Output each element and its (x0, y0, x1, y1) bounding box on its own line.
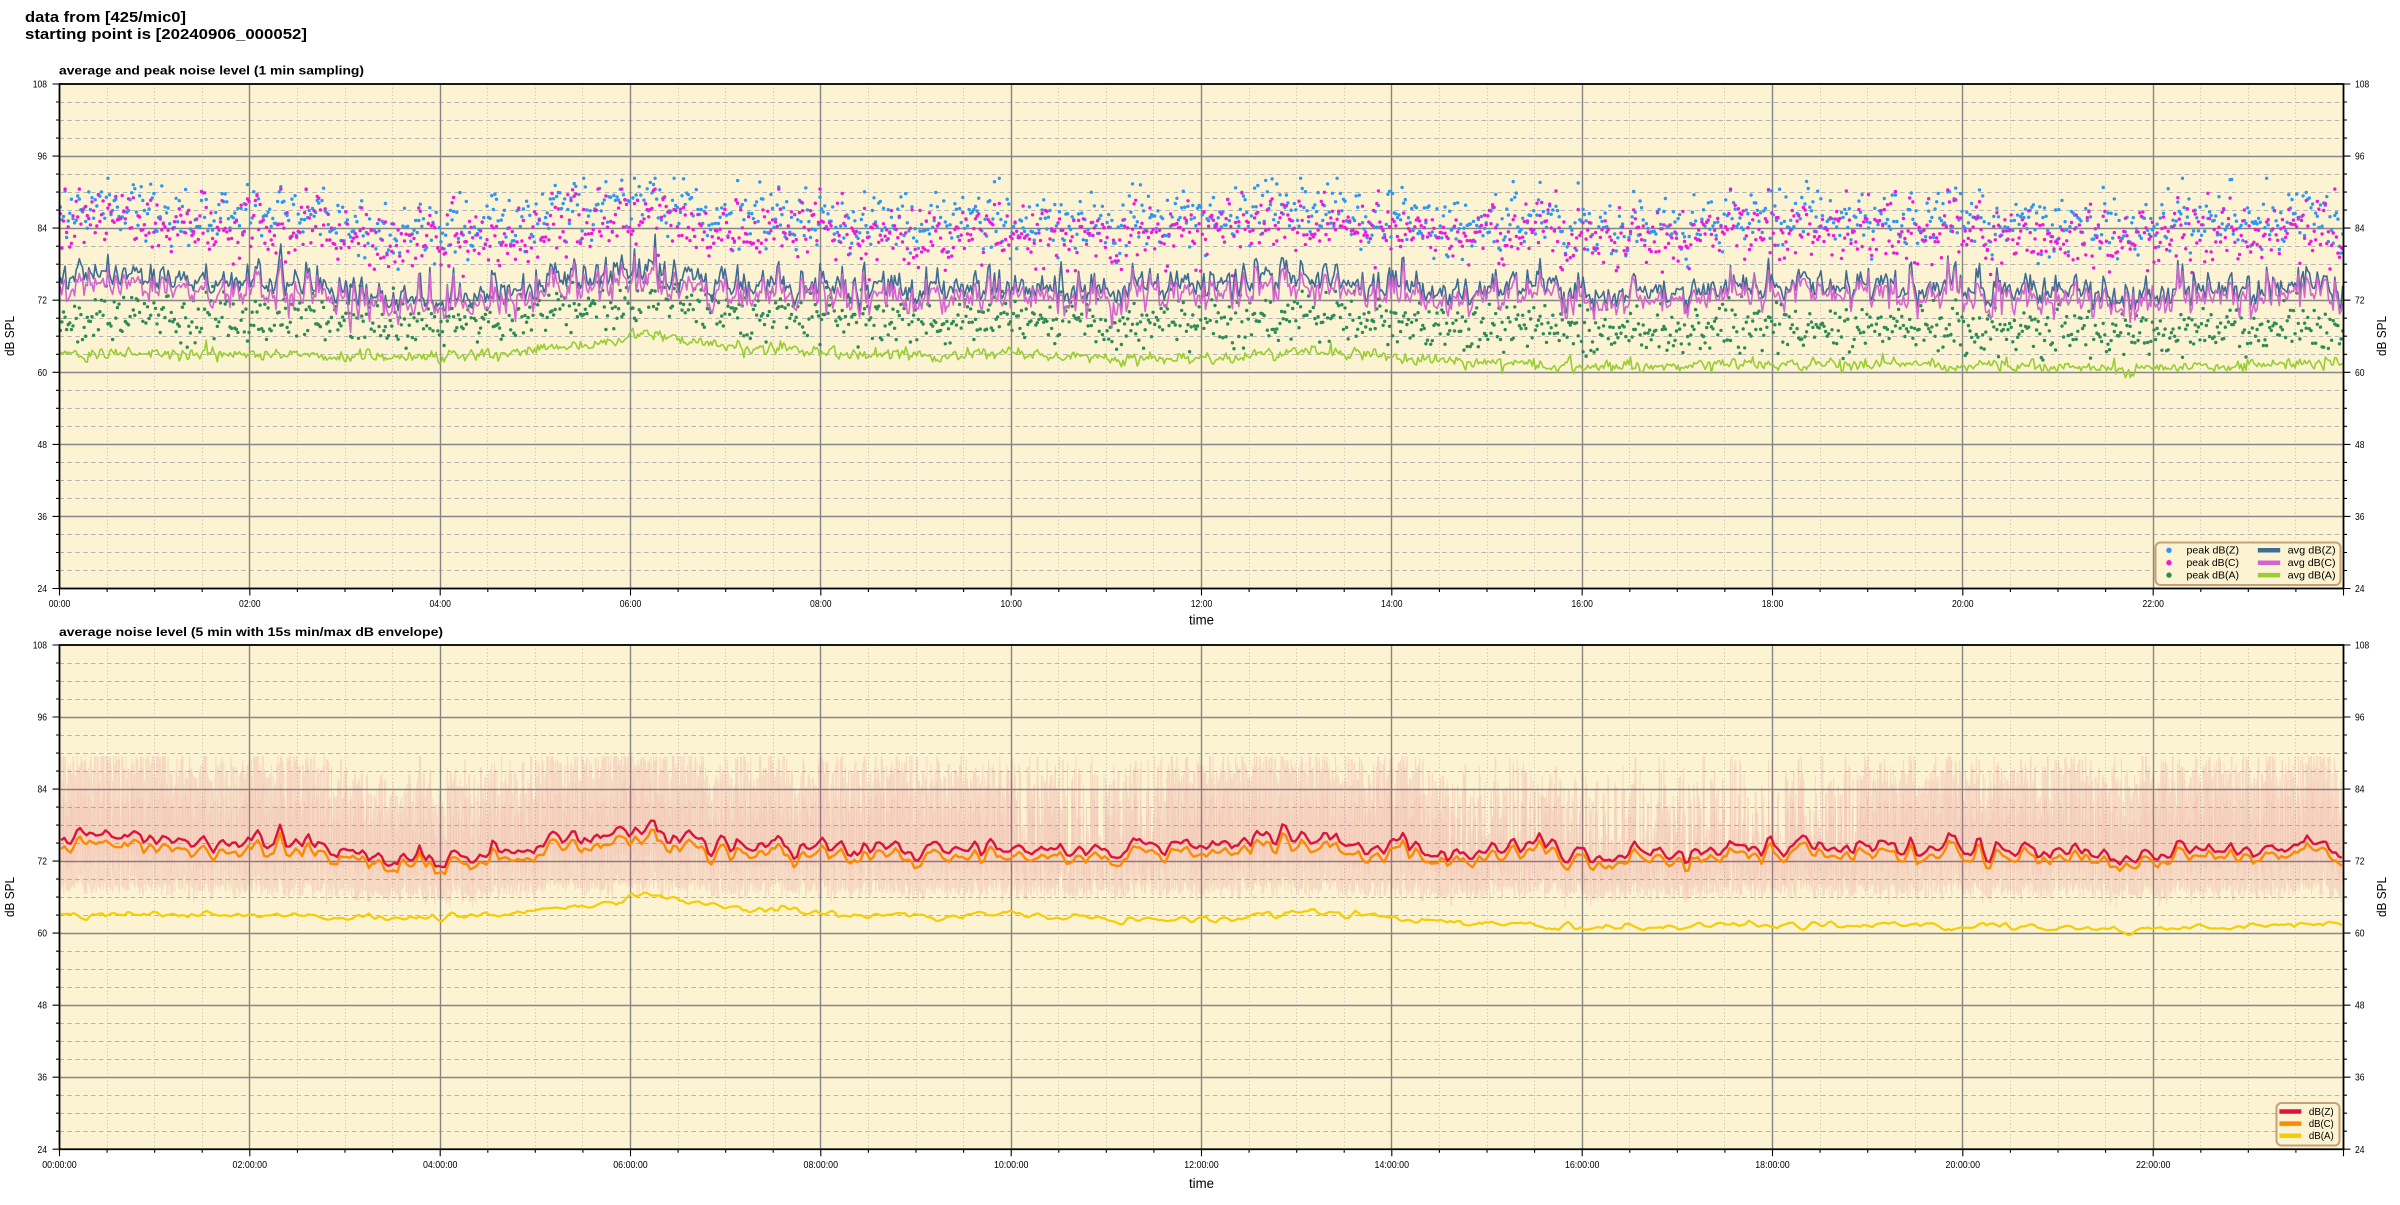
svg-text:60: 60 (38, 368, 48, 379)
svg-text:data from [425/mic0]: data from [425/mic0] (25, 9, 186, 26)
svg-text:48: 48 (2355, 440, 2365, 451)
svg-text:avg dB(Z): avg dB(Z) (2288, 545, 2336, 557)
svg-text:10:00: 10:00 (1000, 599, 1022, 610)
svg-text:24: 24 (38, 1145, 48, 1156)
svg-text:18:00:00: 18:00:00 (1755, 1160, 1790, 1171)
svg-text:22:00:00: 22:00:00 (2136, 1160, 2171, 1171)
svg-text:18:00: 18:00 (1762, 599, 1784, 610)
svg-text:02:00: 02:00 (239, 599, 261, 610)
svg-text:peak dB(Z): peak dB(Z) (2187, 545, 2240, 557)
svg-text:dB(C): dB(C) (2309, 1118, 2334, 1130)
svg-text:72: 72 (38, 857, 48, 868)
svg-text:02:00:00: 02:00:00 (233, 1160, 268, 1171)
svg-text:10:00:00: 10:00:00 (994, 1160, 1029, 1171)
svg-text:108: 108 (2355, 80, 2370, 91)
svg-text:avg dB(A): avg dB(A) (2288, 570, 2336, 582)
svg-text:36: 36 (38, 1073, 48, 1084)
svg-text:24: 24 (38, 584, 48, 595)
svg-text:96: 96 (38, 713, 48, 724)
svg-text:peak dB(C): peak dB(C) (2187, 557, 2240, 569)
svg-text:08:00: 08:00 (810, 599, 832, 610)
svg-text:16:00: 16:00 (1571, 599, 1593, 610)
svg-text:16:00:00: 16:00:00 (1565, 1160, 1600, 1171)
svg-text:04:00:00: 04:00:00 (423, 1160, 458, 1171)
svg-text:12:00:00: 12:00:00 (1184, 1160, 1219, 1171)
svg-text:60: 60 (2355, 929, 2365, 940)
svg-text:48: 48 (38, 1001, 48, 1012)
svg-text:20:00: 20:00 (1952, 599, 1974, 610)
svg-text:time: time (1189, 613, 1214, 628)
svg-text:00:00:00: 00:00:00 (42, 1160, 77, 1171)
svg-text:06:00:00: 06:00:00 (613, 1160, 648, 1171)
svg-text:08:00:00: 08:00:00 (804, 1160, 839, 1171)
svg-text:96: 96 (2355, 713, 2365, 724)
svg-text:dB SPL: dB SPL (2375, 316, 2389, 356)
svg-text:dB(A): dB(A) (2309, 1130, 2334, 1142)
svg-text:84: 84 (38, 785, 48, 796)
svg-text:24: 24 (2355, 1145, 2365, 1156)
svg-text:60: 60 (38, 929, 48, 940)
svg-text:96: 96 (2355, 152, 2365, 163)
svg-text:96: 96 (38, 152, 48, 163)
svg-text:starting point is [20240906_00: starting point is [20240906_000052] (25, 26, 307, 43)
svg-text:72: 72 (2355, 296, 2365, 307)
svg-text:dB SPL: dB SPL (2375, 877, 2389, 917)
svg-text:peak dB(A): peak dB(A) (2187, 570, 2240, 582)
svg-text:36: 36 (2355, 1073, 2365, 1084)
svg-text:avg dB(C): avg dB(C) (2288, 557, 2336, 569)
svg-text:average and peak noise level (: average and peak noise level (1 min samp… (59, 64, 364, 78)
svg-text:24: 24 (2355, 584, 2365, 595)
svg-text:84: 84 (38, 224, 48, 235)
svg-text:72: 72 (38, 296, 48, 307)
svg-text:dB SPL: dB SPL (3, 316, 17, 356)
svg-text:22:00: 22:00 (2142, 599, 2164, 610)
svg-text:108: 108 (33, 80, 48, 91)
svg-text:dB SPL: dB SPL (3, 877, 17, 917)
svg-text:36: 36 (38, 512, 48, 523)
svg-text:time: time (1189, 1176, 1214, 1191)
svg-text:60: 60 (2355, 368, 2365, 379)
svg-text:14:00:00: 14:00:00 (1375, 1160, 1410, 1171)
svg-text:72: 72 (2355, 857, 2365, 868)
svg-text:108: 108 (33, 641, 48, 652)
svg-text:14:00: 14:00 (1381, 599, 1403, 610)
svg-text:108: 108 (2355, 641, 2370, 652)
svg-text:00:00: 00:00 (49, 599, 71, 610)
svg-text:20:00:00: 20:00:00 (1946, 1160, 1981, 1171)
svg-text:04:00: 04:00 (429, 599, 451, 610)
svg-text:12:00: 12:00 (1191, 599, 1213, 610)
svg-text:average noise level (5 min wit: average noise level (5 min with 15s min/… (59, 625, 443, 639)
svg-text:84: 84 (2355, 224, 2365, 235)
svg-text:06:00: 06:00 (620, 599, 642, 610)
svg-text:36: 36 (2355, 512, 2365, 523)
svg-text:48: 48 (38, 440, 48, 451)
svg-text:84: 84 (2355, 785, 2365, 796)
svg-text:dB(Z): dB(Z) (2309, 1106, 2334, 1118)
svg-text:48: 48 (2355, 1001, 2365, 1012)
